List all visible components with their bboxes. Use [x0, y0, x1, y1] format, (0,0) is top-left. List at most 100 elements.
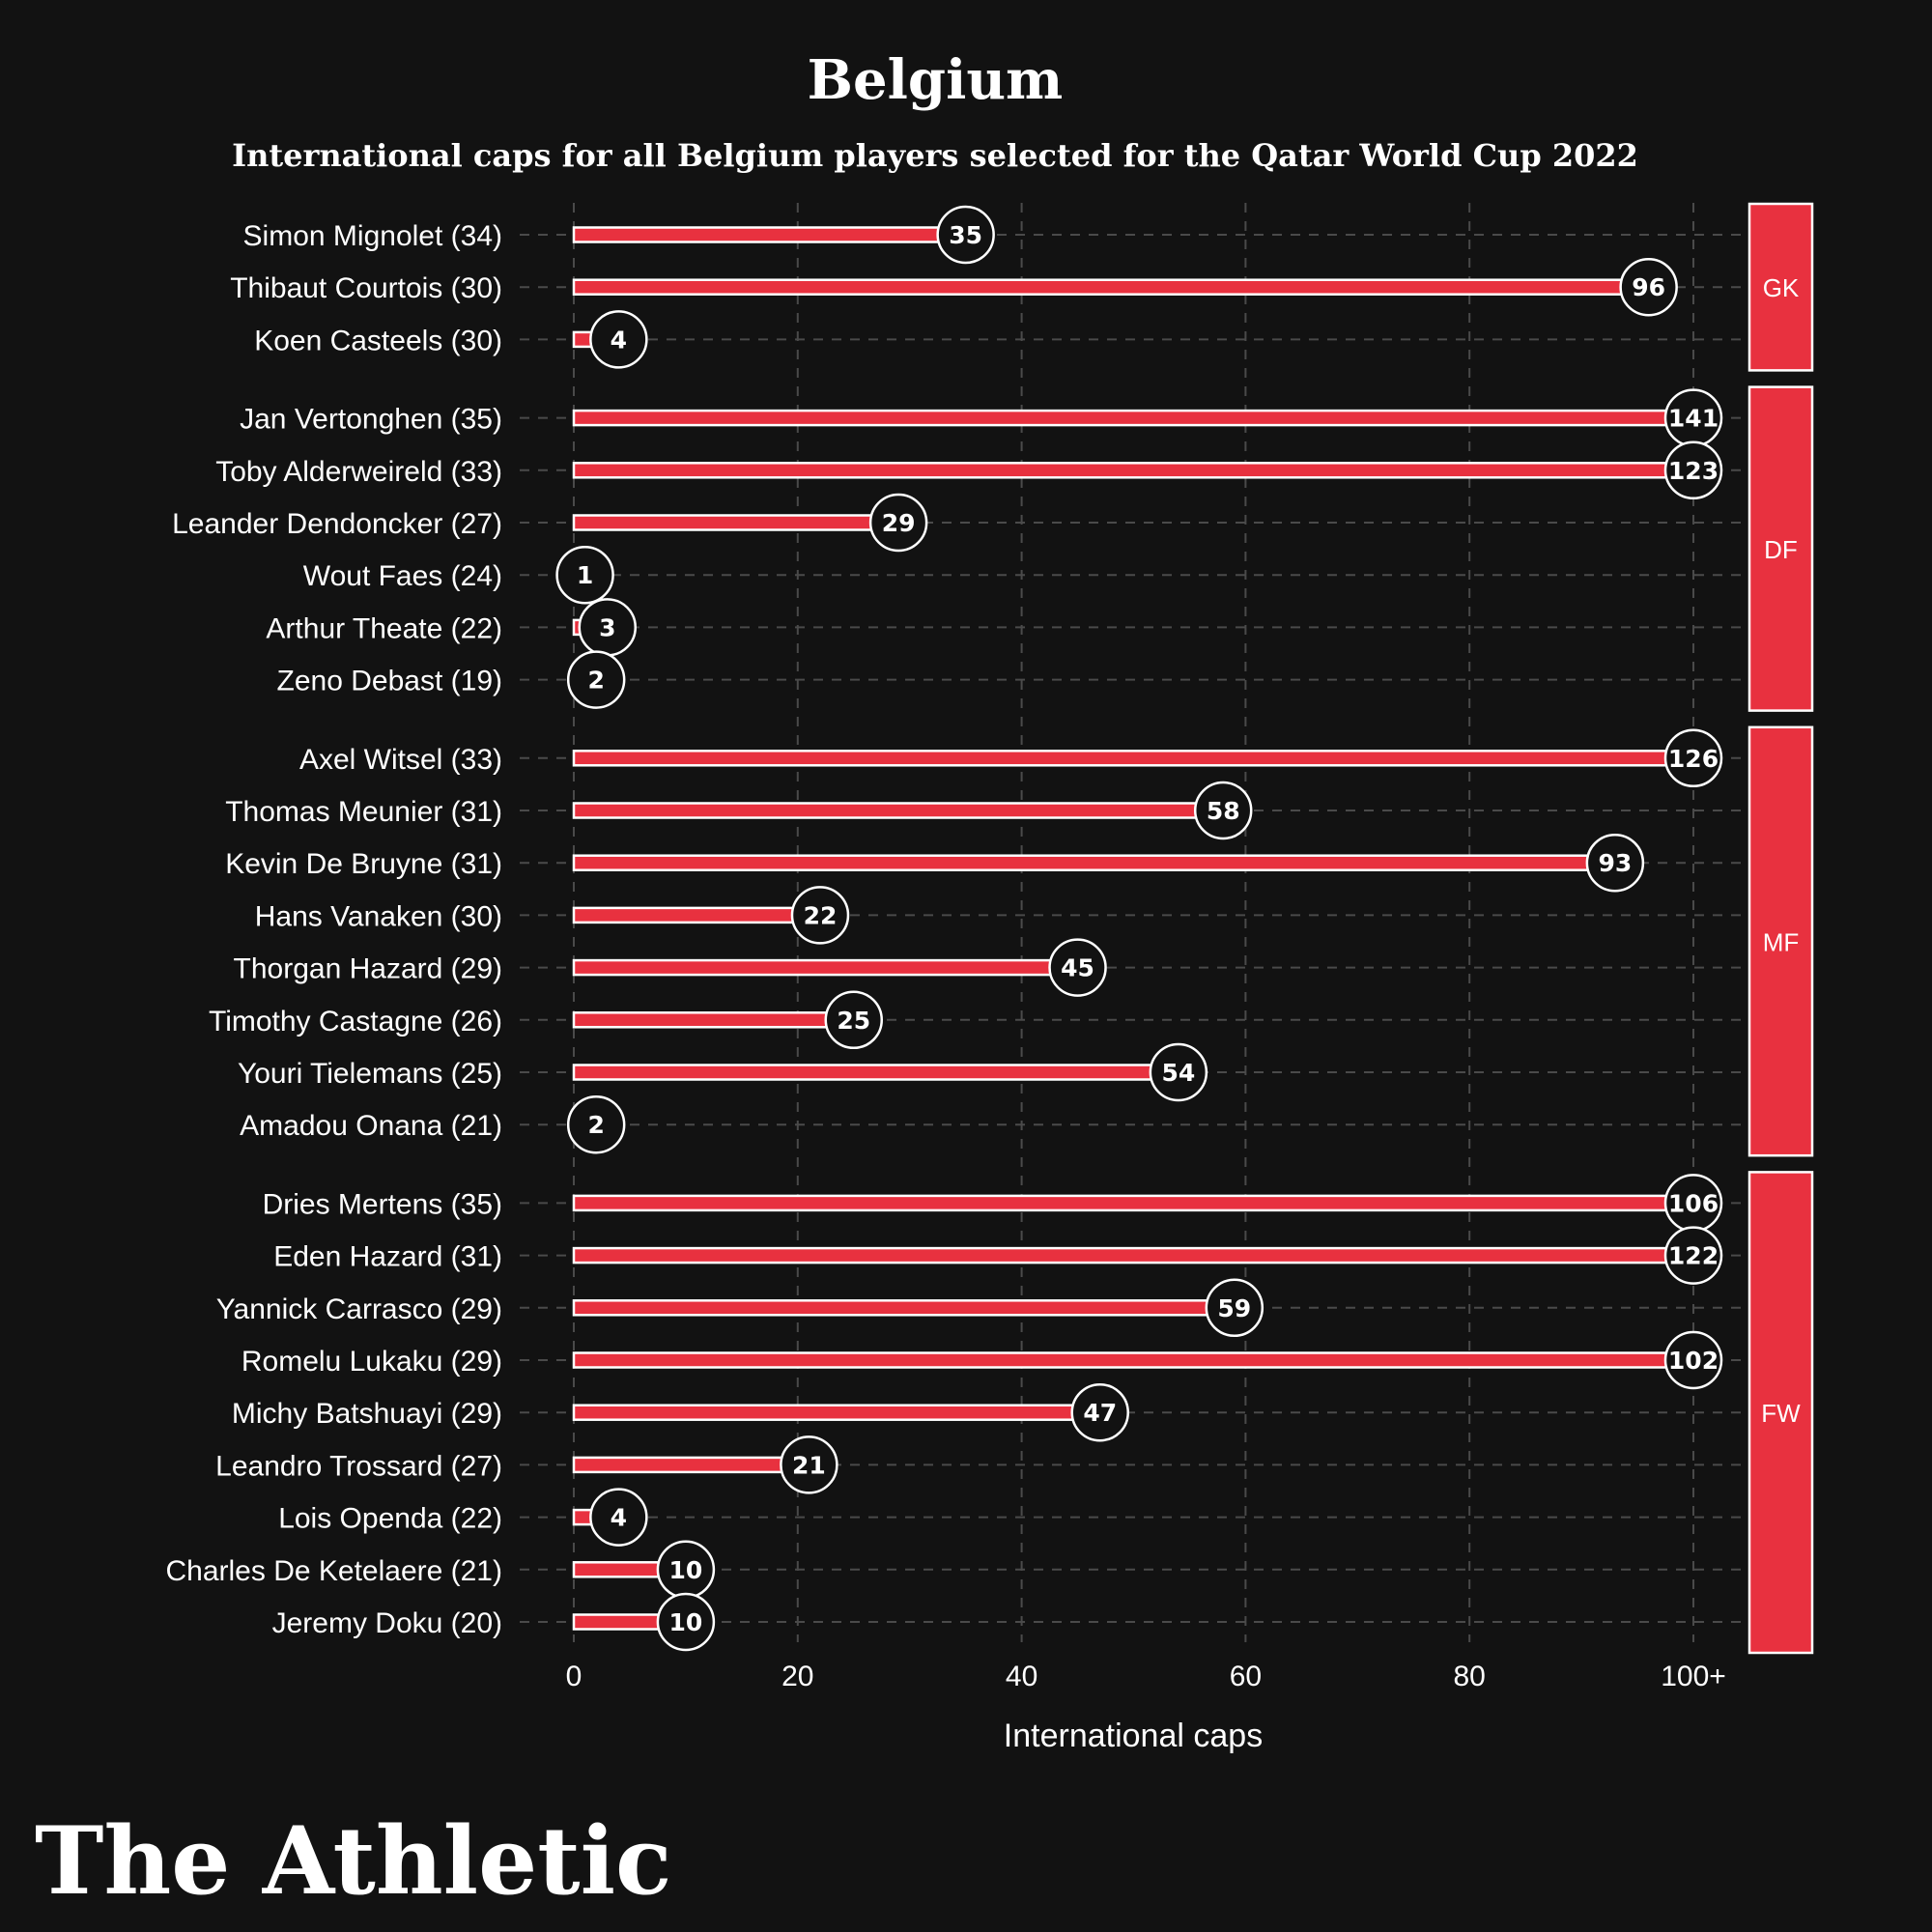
- value-label: 35: [949, 221, 982, 249]
- player-label: Jeremy Doku (20): [272, 1607, 502, 1639]
- x-tick-label: 20: [781, 1661, 813, 1692]
- bar: [572, 1064, 1180, 1081]
- player-label: Simon Mignolet (34): [243, 220, 502, 252]
- value-label: 123: [1668, 457, 1719, 485]
- value-label: 96: [1632, 273, 1665, 301]
- position-group-label: MF: [1763, 928, 1800, 957]
- player-label: Thomas Meunier (31): [225, 796, 502, 828]
- player-label: Arthur Theate (22): [266, 612, 502, 644]
- value-bubble: [790, 886, 850, 945]
- player-label: Jan Vertonghen (35): [240, 404, 502, 436]
- value-label: 93: [1598, 849, 1632, 877]
- brand-logo: The Athletic: [35, 1806, 671, 1916]
- value-label: 10: [669, 1608, 703, 1636]
- bar: [572, 1011, 855, 1029]
- player-label: Romelu Lukaku (29): [242, 1346, 502, 1378]
- value-label: 45: [1061, 954, 1094, 982]
- player-label: Axel Witsel (33): [299, 744, 502, 776]
- bars: Simon Mignolet (34) 35 Thibaut Courtois (3…: [165, 205, 1723, 1652]
- value-bubble: [555, 545, 614, 605]
- bar: [572, 462, 1695, 479]
- value-bubble: [1663, 1330, 1723, 1390]
- player-label: Thorgan Hazard (29): [234, 953, 502, 985]
- value-bubble: [780, 1435, 838, 1494]
- chart-subtitle: International caps for all Belgium playe…: [232, 137, 1638, 174]
- chart-title: Belgium: [808, 48, 1064, 112]
- value-bubble: [1048, 938, 1107, 997]
- value-bubble: [868, 493, 928, 553]
- value-label: 59: [1217, 1294, 1251, 1322]
- value-label: 122: [1668, 1242, 1719, 1270]
- x-tick-label: 40: [1006, 1661, 1037, 1692]
- x-axis: 0 20 40 60 80 100+: [566, 1661, 1726, 1692]
- value-bubble: [1663, 728, 1723, 788]
- value-label: 22: [804, 901, 838, 929]
- x-tick-label: 100+: [1661, 1661, 1726, 1692]
- player-label: Leander Dendoncker (27): [172, 508, 502, 540]
- x-axis-label: International caps: [1004, 1718, 1263, 1754]
- value-label: 126: [1668, 745, 1719, 773]
- player-label: Eden Hazard (31): [273, 1241, 502, 1273]
- value-bubble: [589, 1488, 648, 1547]
- value-bubble: [566, 1094, 626, 1154]
- value-bubble: [1070, 1382, 1129, 1442]
- value-label: 102: [1668, 1347, 1719, 1375]
- bar: [572, 1246, 1695, 1264]
- bar: [572, 854, 1617, 871]
- bar: [572, 1194, 1695, 1212]
- value-label: 1: [577, 561, 593, 589]
- value-label: 47: [1083, 1399, 1117, 1427]
- position-groups: GK DF MF FW: [1747, 202, 1814, 1655]
- player-label: Thibaut Courtois (30): [230, 272, 502, 304]
- value-label: 25: [837, 1007, 870, 1035]
- player-label: Michy Batshuayi (29): [232, 1398, 502, 1430]
- player-label: Youri Tielemans (25): [238, 1058, 502, 1090]
- value-label: 21: [792, 1451, 826, 1479]
- player-label: Toby Alderweireld (33): [215, 456, 502, 488]
- value-bubble: [1663, 440, 1723, 500]
- bar: [572, 1299, 1236, 1317]
- value-label: 54: [1161, 1059, 1195, 1087]
- bar: [572, 958, 1079, 977]
- value-bubble: [1193, 781, 1253, 840]
- value-bubble: [1585, 833, 1645, 893]
- player-label: Dries Mertens (35): [263, 1188, 502, 1220]
- value-bubble: [1663, 1226, 1723, 1285]
- value-label: 10: [669, 1556, 703, 1584]
- value-bubble: [1205, 1278, 1264, 1338]
- player-label: Kevin De Bruyne (31): [225, 848, 502, 880]
- value-bubble: [566, 650, 626, 709]
- value-bubble: [1619, 257, 1678, 317]
- player-label: Leandro Trossard (27): [215, 1450, 502, 1482]
- value-label: 3: [599, 613, 615, 641]
- bar: [572, 802, 1225, 819]
- position-group-box: [1747, 385, 1814, 712]
- bar: [572, 1404, 1101, 1421]
- x-tick-label: 0: [566, 1661, 582, 1692]
- bar: [572, 1351, 1695, 1369]
- value-bubble: [936, 205, 995, 265]
- value-label: 141: [1668, 405, 1719, 433]
- value-label: 29: [882, 509, 916, 537]
- value-bubble: [1149, 1042, 1208, 1102]
- position-group-box: [1747, 1171, 1814, 1655]
- value-bubble: [589, 310, 648, 369]
- position-group-label: GK: [1763, 273, 1800, 302]
- bar: [572, 906, 822, 924]
- player-label: Koen Casteels (30): [254, 325, 502, 356]
- player-label: Charles De Ketelaere (21): [165, 1555, 502, 1587]
- bar: [572, 514, 900, 531]
- position-group-box: [1747, 725, 1814, 1157]
- bar: [572, 750, 1695, 767]
- value-bubble: [656, 1592, 716, 1652]
- bar: [572, 278, 1650, 296]
- value-label: 4: [611, 1504, 627, 1532]
- bar: [572, 226, 967, 243]
- player-label: Hans Vanaken (30): [255, 900, 502, 932]
- player-label: Lois Openda (22): [278, 1503, 502, 1535]
- player-label: Wout Faes (24): [303, 560, 502, 592]
- position-group-label: DF: [1764, 535, 1798, 564]
- player-label: Zeno Debast (19): [277, 666, 502, 697]
- player-label: Amadou Onana (21): [240, 1110, 502, 1142]
